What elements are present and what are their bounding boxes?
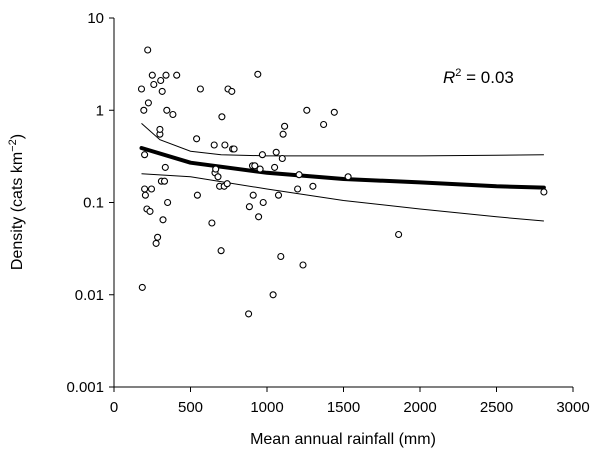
data-point (161, 163, 169, 171)
data-point (256, 165, 264, 173)
r-squared-annotation: R2 = 0.03 (443, 67, 514, 87)
data-point (141, 151, 149, 159)
data-point (269, 291, 277, 299)
data-point (148, 71, 156, 79)
data-point (249, 191, 257, 199)
y-axis-title-base: Density (cats km (9, 152, 26, 270)
data-point (245, 310, 253, 318)
data-point (230, 145, 238, 153)
data-point (217, 247, 225, 255)
x-tick-label: 0 (110, 399, 118, 416)
data-point (395, 230, 403, 239)
data-point (258, 151, 266, 159)
data-point (218, 113, 226, 121)
data-point (320, 120, 328, 129)
data-point (144, 99, 152, 107)
data-point (144, 46, 152, 54)
confidence-lines (141, 123, 544, 222)
y-tick-label: 1 (96, 102, 104, 119)
data-point (210, 141, 218, 149)
y-axis-title: Density (cats km−2) (7, 134, 26, 270)
data-point (272, 148, 280, 156)
data-point (259, 198, 267, 207)
y-axis-title-close: ) (9, 134, 26, 139)
data-point (137, 85, 146, 93)
data-point (141, 191, 149, 199)
data-point (159, 216, 167, 224)
data-point (160, 177, 169, 185)
data-point (279, 130, 287, 138)
data-point (278, 154, 286, 163)
data-point (162, 71, 170, 79)
data-point (208, 219, 216, 227)
data-point (295, 171, 303, 179)
data-point (330, 108, 338, 116)
y-axis-title-superscript: −2 (7, 139, 19, 152)
data-point (277, 252, 285, 261)
r-symbol: R (443, 68, 455, 87)
data-point (158, 87, 166, 95)
x-tick-label: 1500 (327, 399, 360, 416)
data-point (254, 70, 262, 78)
data-point (228, 87, 236, 95)
data-point (173, 71, 181, 79)
data-point (214, 173, 222, 181)
data-point (255, 213, 263, 221)
x-tick-label: 2000 (403, 399, 436, 416)
upper-confidence-line (141, 123, 544, 157)
data-point (141, 185, 149, 193)
data-point (303, 106, 311, 114)
y-tick-label: 0.01 (75, 287, 104, 304)
data-point (274, 191, 283, 199)
data-point (281, 122, 289, 130)
data-point (294, 185, 302, 193)
data-point (344, 173, 352, 181)
r-squared-value: = 0.03 (461, 68, 513, 87)
data-point (152, 239, 160, 247)
fit-line (139, 146, 546, 190)
x-axis-title: Mean annual rainfall (mm) (250, 431, 436, 448)
data-point (154, 233, 162, 241)
data-point (196, 85, 204, 93)
x-tick-label: 1000 (250, 399, 283, 416)
y-tick-label: 0.1 (83, 195, 104, 212)
data-point (156, 125, 164, 133)
tick-group: 0 500 1000 1500 2000 2500 3000 0.001 0.01 0.1 1 10 (66, 10, 589, 416)
r-squared-superscript: 2 (455, 67, 461, 79)
data-point (540, 188, 548, 196)
y-tick-label: 0.001 (66, 379, 104, 396)
data-point (309, 182, 317, 190)
data-points (137, 46, 548, 318)
lower-confidence-line (141, 173, 544, 222)
x-tick-label: 500 (178, 399, 203, 416)
y-tick-label: 10 (87, 10, 104, 27)
data-point (146, 207, 154, 215)
data-point (193, 135, 201, 143)
data-point (212, 165, 220, 173)
data-point (150, 80, 158, 89)
x-tick-label: 2500 (480, 399, 513, 416)
data-point (193, 191, 201, 199)
data-point (147, 185, 156, 193)
data-point (251, 162, 259, 170)
data-point (157, 76, 165, 85)
x-tick-label: 3000 (556, 399, 589, 416)
data-point (299, 261, 307, 269)
data-point (221, 141, 229, 149)
data-point (223, 180, 231, 188)
data-point (140, 106, 148, 114)
data-point (169, 110, 177, 119)
data-point (164, 198, 172, 207)
data-point (245, 203, 253, 211)
fit-line-group (139, 146, 546, 190)
data-point (138, 283, 146, 291)
data-point (163, 106, 171, 114)
data-point (271, 163, 279, 171)
